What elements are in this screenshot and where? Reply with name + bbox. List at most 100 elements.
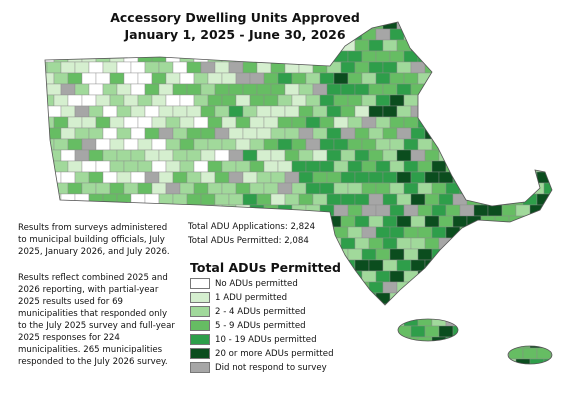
municipality bbox=[144, 259, 160, 272]
municipality bbox=[501, 182, 517, 195]
municipality bbox=[361, 182, 377, 195]
municipality bbox=[438, 83, 454, 96]
municipality bbox=[501, 94, 517, 107]
municipality bbox=[235, 116, 251, 129]
municipality bbox=[263, 72, 279, 85]
note: Results reflect combined 2025 and 2026 r… bbox=[18, 273, 175, 367]
municipality bbox=[410, 347, 426, 360]
municipality bbox=[109, 94, 125, 107]
municipality bbox=[459, 72, 475, 85]
municipality bbox=[277, 138, 293, 151]
municipality bbox=[67, 138, 83, 151]
total: Total ADU Applications: 2,824 bbox=[188, 222, 316, 232]
municipality bbox=[445, 182, 461, 195]
municipality bbox=[179, 138, 195, 151]
municipality bbox=[53, 204, 69, 217]
municipality bbox=[200, 149, 216, 162]
municipality bbox=[558, 337, 565, 348]
municipality bbox=[95, 72, 111, 85]
municipality bbox=[74, 171, 90, 184]
municipality bbox=[389, 248, 405, 261]
municipality bbox=[515, 72, 531, 85]
municipality bbox=[263, 50, 279, 63]
municipality bbox=[186, 193, 202, 206]
municipality bbox=[88, 171, 104, 184]
municipality bbox=[130, 105, 146, 118]
municipality bbox=[305, 138, 321, 151]
legend-item: Did not respond to survey bbox=[190, 362, 327, 373]
municipality bbox=[438, 259, 454, 272]
municipality bbox=[347, 336, 363, 349]
municipality bbox=[305, 182, 321, 195]
municipality bbox=[452, 193, 468, 206]
municipality bbox=[347, 204, 363, 217]
municipality bbox=[473, 270, 489, 283]
municipality bbox=[382, 193, 398, 206]
municipality bbox=[46, 259, 62, 272]
municipality bbox=[543, 204, 552, 217]
municipality bbox=[74, 259, 90, 272]
municipality bbox=[508, 22, 524, 30]
municipality bbox=[487, 204, 503, 217]
municipality bbox=[88, 61, 104, 74]
municipality bbox=[452, 61, 468, 74]
municipality bbox=[494, 39, 510, 52]
municipality bbox=[340, 237, 356, 250]
municipality bbox=[81, 160, 97, 173]
municipality bbox=[403, 160, 419, 173]
municipality bbox=[45, 127, 48, 140]
municipality bbox=[508, 347, 524, 360]
municipality bbox=[452, 237, 468, 250]
municipality bbox=[403, 292, 419, 305]
municipality bbox=[333, 94, 349, 107]
municipality bbox=[361, 204, 377, 217]
municipality bbox=[263, 94, 279, 107]
municipality bbox=[403, 116, 419, 129]
municipality bbox=[45, 116, 55, 129]
municipality bbox=[179, 248, 195, 261]
municipality bbox=[438, 61, 454, 74]
municipality bbox=[249, 204, 265, 217]
municipality bbox=[410, 127, 426, 140]
municipality bbox=[46, 171, 62, 184]
municipality bbox=[466, 149, 482, 162]
municipality bbox=[487, 292, 503, 305]
municipality bbox=[522, 149, 538, 162]
municipality bbox=[480, 347, 496, 360]
municipality bbox=[501, 292, 517, 305]
municipality bbox=[158, 61, 174, 74]
municipality bbox=[60, 259, 76, 272]
municipality bbox=[109, 160, 125, 173]
municipality bbox=[151, 204, 167, 217]
municipality bbox=[95, 94, 111, 107]
municipality bbox=[235, 160, 251, 173]
municipality bbox=[137, 204, 153, 217]
municipality bbox=[284, 127, 300, 140]
municipality bbox=[340, 61, 356, 74]
municipality bbox=[515, 358, 531, 364]
municipality bbox=[123, 94, 139, 107]
municipality bbox=[417, 72, 433, 85]
municipality bbox=[235, 182, 251, 195]
municipality bbox=[130, 61, 146, 74]
municipality bbox=[522, 105, 538, 118]
municipality bbox=[340, 193, 356, 206]
municipality bbox=[558, 183, 565, 194]
municipality bbox=[319, 226, 335, 239]
municipality bbox=[354, 347, 370, 360]
municipality bbox=[333, 72, 349, 85]
municipality bbox=[74, 83, 90, 96]
municipality bbox=[354, 105, 370, 118]
municipality bbox=[172, 83, 188, 96]
municipality bbox=[291, 182, 307, 195]
municipality bbox=[256, 171, 272, 184]
municipality bbox=[543, 94, 552, 107]
municipality bbox=[459, 226, 475, 239]
municipality bbox=[88, 149, 104, 162]
municipality bbox=[522, 325, 538, 338]
municipality bbox=[186, 149, 202, 162]
municipality bbox=[501, 248, 517, 261]
municipality bbox=[424, 61, 440, 74]
municipality bbox=[529, 270, 545, 283]
municipality bbox=[88, 83, 104, 96]
